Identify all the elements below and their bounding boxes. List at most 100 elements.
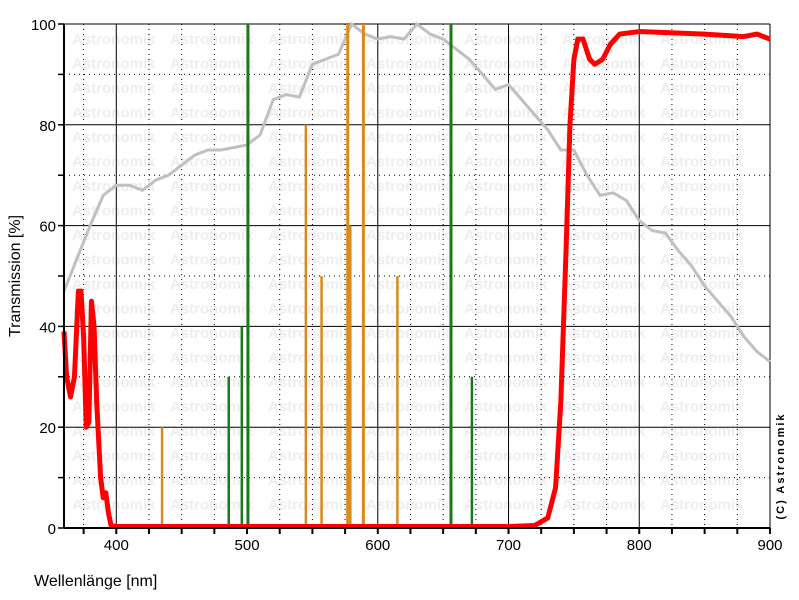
watermark-text: Astronomik bbox=[268, 203, 352, 220]
watermark-text: Astronomik bbox=[660, 105, 744, 122]
x-tick-label: 900 bbox=[757, 537, 782, 554]
watermark-text: Astronomik bbox=[660, 227, 744, 244]
watermark-text: Astronomik bbox=[660, 203, 744, 220]
watermark-text: Astronomik bbox=[268, 129, 352, 146]
watermark-text: Astronomik bbox=[660, 80, 744, 97]
watermark-text: Astronomik bbox=[268, 252, 352, 269]
watermark-text: Astronomik bbox=[72, 374, 156, 391]
watermark-text: Astronomik bbox=[562, 178, 646, 195]
watermark-text: Astronomik bbox=[268, 178, 352, 195]
filter-transmission-curve bbox=[61, 29, 771, 529]
watermark-text: Astronomik bbox=[268, 325, 352, 342]
watermark-text: Astronomik bbox=[268, 227, 352, 244]
watermark-text: Astronomik bbox=[268, 374, 352, 391]
watermark-text: Astronomik bbox=[366, 472, 450, 489]
watermark-text: Astronomik bbox=[366, 227, 450, 244]
watermark-text: Astronomik bbox=[366, 252, 450, 269]
watermark-text: Astronomik bbox=[268, 448, 352, 465]
watermark-text: Astronomik bbox=[464, 399, 548, 416]
watermark-text: Astronomik bbox=[170, 301, 254, 318]
watermark-text: Astronomik bbox=[366, 325, 450, 342]
watermark-text: Astronomik bbox=[464, 374, 548, 391]
watermark-text: Astronomik bbox=[366, 56, 450, 73]
reference-curve bbox=[62, 21, 771, 363]
watermark-text: Astronomik bbox=[72, 154, 156, 171]
watermark-text: Astronomik bbox=[660, 374, 744, 391]
watermark-text: Astronomik bbox=[562, 203, 646, 220]
watermark-text: Astronomik bbox=[268, 80, 352, 97]
watermark-text: Astronomik bbox=[268, 472, 352, 489]
watermark-text: Astronomik bbox=[170, 472, 254, 489]
watermark-text: Astronomik bbox=[170, 350, 254, 367]
watermark-text: Astronomik bbox=[170, 497, 254, 514]
watermark-text: Astronomik bbox=[366, 399, 450, 416]
copyright-label: (C) Astronomik bbox=[775, 412, 787, 519]
watermark-text: Astronomik bbox=[660, 56, 744, 73]
watermark-text: Astronomik bbox=[268, 399, 352, 416]
watermark-text: Astronomik bbox=[660, 448, 744, 465]
watermark-text: Astronomik bbox=[170, 448, 254, 465]
watermark-text: Astronomik bbox=[268, 350, 352, 367]
watermark-text: Astronomik bbox=[660, 178, 744, 195]
watermark-text: Astronomik bbox=[170, 80, 254, 97]
watermark-text: Astronomik bbox=[562, 227, 646, 244]
watermark-text: Astronomik bbox=[660, 301, 744, 318]
watermark-text: Astronomik bbox=[170, 56, 254, 73]
watermark-text: Astronomik bbox=[170, 178, 254, 195]
watermark-text: Astronomik bbox=[366, 497, 450, 514]
x-tick-label: 400 bbox=[104, 537, 129, 554]
watermark-text: Astronomik bbox=[170, 203, 254, 220]
watermark-text: Astronomik bbox=[464, 252, 548, 269]
watermark-text: Astronomik bbox=[464, 350, 548, 367]
watermark-text: Astronomik bbox=[562, 252, 646, 269]
watermark-text: Astronomik bbox=[170, 154, 254, 171]
y-tick-label: 80 bbox=[39, 118, 56, 135]
watermark-text: Astronomik bbox=[464, 56, 548, 73]
watermark-text: Astronomik bbox=[268, 301, 352, 318]
watermark-text: Astronomik bbox=[268, 56, 352, 73]
watermark-text: Astronomik bbox=[72, 472, 156, 489]
watermark-text: Astronomik bbox=[268, 497, 352, 514]
watermark-text: Astronomik bbox=[366, 129, 450, 146]
watermark-text: Astronomik bbox=[660, 497, 744, 514]
x-tick-label: 700 bbox=[496, 537, 521, 554]
watermark-text: Astronomik bbox=[170, 276, 254, 293]
watermark-text: Astronomik bbox=[660, 472, 744, 489]
watermark-text: Astronomik bbox=[562, 472, 646, 489]
watermark-text: Astronomik bbox=[562, 350, 646, 367]
watermark-text: Astronomik bbox=[366, 80, 450, 97]
x-axis-label: Wellenlänge [nm] bbox=[34, 573, 157, 590]
watermark-text: Astronomik bbox=[464, 178, 548, 195]
watermark-text: Astronomik bbox=[562, 374, 646, 391]
watermark-text: Astronomik bbox=[170, 105, 254, 122]
watermark-text: Astronomik bbox=[366, 31, 450, 48]
watermark-text: Astronomik bbox=[366, 203, 450, 220]
watermark-text: Astronomik bbox=[72, 227, 156, 244]
watermark-text: Astronomik bbox=[170, 227, 254, 244]
watermark-text: Astronomik bbox=[464, 105, 548, 122]
watermark-text: Astronomik bbox=[660, 129, 744, 146]
watermark-text: Astronomik bbox=[72, 129, 156, 146]
y-tick-label: 20 bbox=[39, 420, 56, 437]
y-axis-label: Transmission [%] bbox=[7, 215, 24, 337]
watermark-text: Astronomik bbox=[72, 203, 156, 220]
watermark-text: Astronomik bbox=[660, 399, 744, 416]
watermark-text: Astronomik bbox=[464, 448, 548, 465]
watermark-text: Astronomik bbox=[464, 31, 548, 48]
y-tick-label: 60 bbox=[39, 219, 56, 236]
watermark-text: Astronomik bbox=[660, 154, 744, 171]
watermark-text: Astronomik bbox=[268, 154, 352, 171]
watermark-text: Astronomik bbox=[268, 276, 352, 293]
watermark-text: Astronomik bbox=[562, 154, 646, 171]
watermark-text: Astronomik bbox=[464, 129, 548, 146]
watermark-text: Astronomik bbox=[660, 252, 744, 269]
watermark-text: Astronomik bbox=[366, 448, 450, 465]
watermark-text: Astronomik bbox=[268, 423, 352, 440]
watermark-text: Astronomik bbox=[464, 325, 548, 342]
watermark-text: Astronomik bbox=[464, 80, 548, 97]
watermark-text: Astronomik bbox=[562, 423, 646, 440]
watermark-text: Astronomik bbox=[366, 301, 450, 318]
watermark-text: Astronomik bbox=[562, 105, 646, 122]
watermark-text: Astronomik bbox=[72, 497, 156, 514]
